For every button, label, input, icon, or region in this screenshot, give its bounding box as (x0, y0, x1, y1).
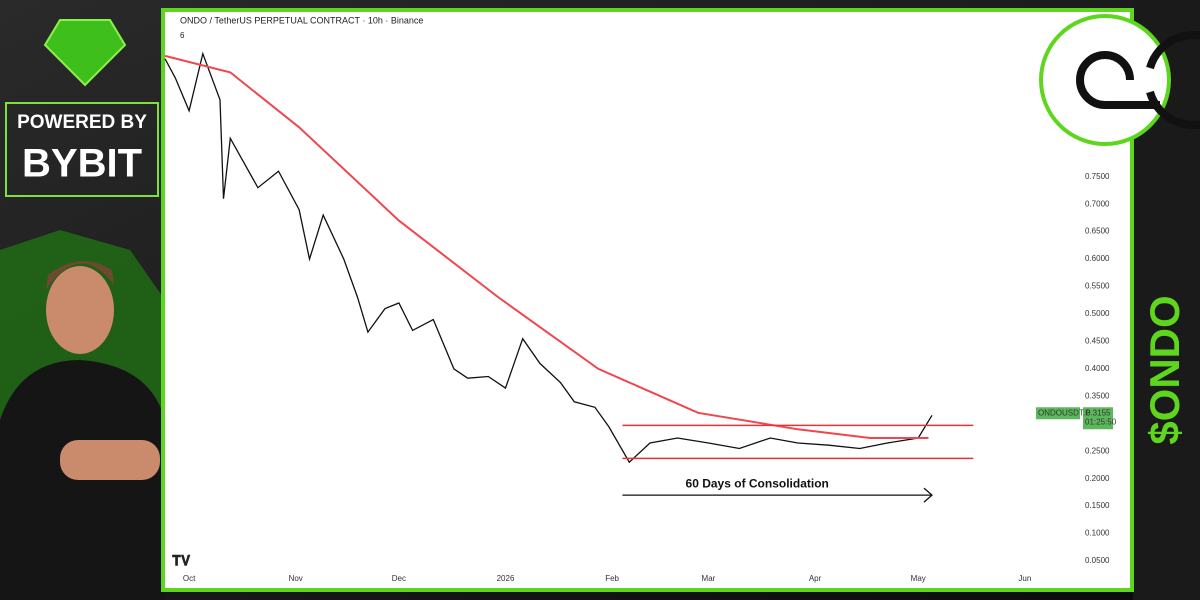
chart-panel (161, 8, 1134, 592)
y-tick-label: 0.6000 (1085, 254, 1110, 263)
sponsor: BYBIT (22, 142, 142, 186)
y-tick-label: 0.4000 (1085, 364, 1110, 373)
logo-gem (43, 19, 127, 87)
price-tag-label: 0.3155 (1086, 408, 1111, 417)
x-tick-label: Nov (289, 574, 303, 583)
countdown: 01:25:50 (1085, 417, 1117, 426)
price-line (164, 51, 933, 464)
x-tick-label: Feb (605, 574, 619, 583)
y-tick-label: 0.2000 (1085, 474, 1110, 483)
x-tick-label: May (911, 574, 926, 583)
y-tick-label: 0.2500 (1085, 446, 1110, 455)
y-tick-label: 0.1500 (1085, 501, 1110, 510)
ondo-logo-rings (1076, 31, 1200, 129)
chart-title: ONDO / TetherUS PERPETUAL CONTRACT · 10h… (180, 15, 423, 25)
moving-average (164, 54, 929, 439)
ticker-text: $ONDO (1141, 295, 1188, 444)
x-tick-label: Mar (702, 574, 716, 583)
arrow-head (923, 487, 933, 503)
y-tick-label: 0.0500 (1085, 556, 1110, 565)
symbol-tag (1036, 407, 1080, 420)
y-tick-label: 0.6500 (1085, 227, 1110, 236)
sponsor-box (5, 102, 159, 197)
x-tick-label: Jun (1018, 574, 1031, 583)
person (0, 261, 165, 600)
x-tick-label: Dec (392, 574, 406, 583)
symbol-tag-label: ONDOUSDT.P (1038, 408, 1090, 417)
y-tick-label: 0.5500 (1085, 282, 1110, 291)
indicator-count: 6 (180, 31, 185, 40)
tv-logo: 𝐓𝐕 (172, 553, 191, 569)
ondo-logo (1039, 14, 1171, 146)
powered-by: POWERED BY (17, 112, 147, 133)
y-tick-label: 0.1000 (1085, 529, 1110, 538)
x-tick-label: Apr (809, 574, 822, 583)
x-tick-label: Oct (183, 574, 196, 583)
price-tag (1083, 407, 1113, 430)
y-tick-label: 0.3500 (1085, 391, 1110, 400)
annotation: 60 Days of Consolidation (686, 476, 829, 490)
x-tick-label: 2026 (497, 574, 515, 583)
y-tick-label: 0.7000 (1085, 199, 1110, 208)
y-tick-label: 0.5000 (1085, 309, 1110, 318)
y-tick-label: 0.4500 (1085, 337, 1110, 346)
y-tick-label: 0.7500 (1085, 172, 1110, 181)
